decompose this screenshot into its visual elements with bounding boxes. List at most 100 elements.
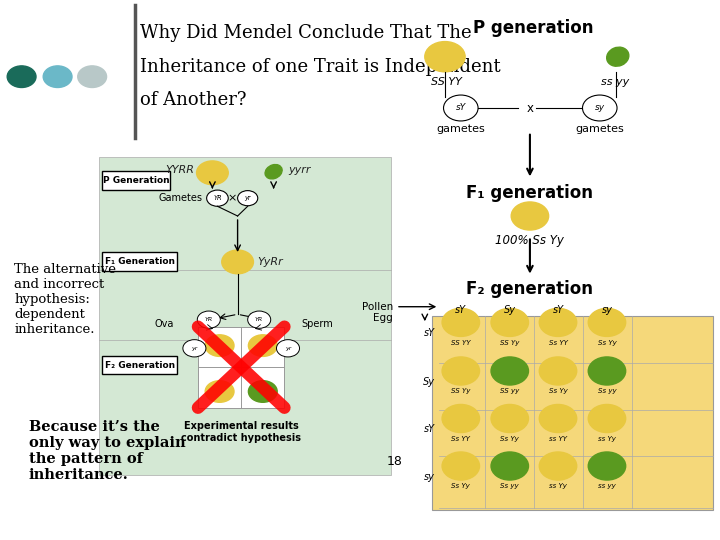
FancyBboxPatch shape [99, 157, 391, 475]
Circle shape [205, 381, 234, 402]
Text: F₁ generation: F₁ generation [467, 184, 593, 201]
Text: gametes: gametes [436, 124, 485, 134]
Text: Inheritance of one Trait is Independent: Inheritance of one Trait is Independent [140, 58, 501, 76]
Text: Why Did Mendel Conclude That The: Why Did Mendel Conclude That The [140, 24, 472, 42]
FancyBboxPatch shape [102, 171, 170, 190]
Circle shape [588, 308, 626, 336]
Text: ss yy: ss yy [601, 77, 630, 87]
Text: gametes: gametes [575, 124, 624, 134]
Circle shape [539, 308, 577, 336]
Text: yr: yr [192, 346, 197, 351]
Text: Ss YY: Ss YY [549, 340, 567, 346]
Text: sY: sY [423, 328, 435, 338]
Circle shape [491, 308, 528, 336]
Text: SS yy: SS yy [500, 388, 519, 394]
Circle shape [539, 357, 577, 385]
Text: ×: × [228, 193, 238, 203]
Circle shape [588, 452, 626, 480]
Ellipse shape [265, 165, 282, 179]
Text: SS YY: SS YY [451, 340, 471, 346]
Text: sY: sY [455, 305, 467, 315]
Text: x: x [526, 102, 534, 114]
Text: ss yy: ss yy [598, 483, 616, 489]
Text: YyRr: YyRr [258, 257, 284, 267]
Circle shape [491, 404, 528, 433]
Circle shape [222, 250, 253, 274]
Text: SS Yy: SS Yy [500, 340, 519, 346]
Text: of Another?: of Another? [140, 91, 247, 109]
Circle shape [442, 452, 480, 480]
FancyBboxPatch shape [198, 327, 284, 408]
Text: SS YY: SS YY [431, 77, 462, 87]
Text: Ova: Ova [155, 319, 174, 329]
Text: YR: YR [204, 317, 213, 322]
Circle shape [491, 357, 528, 385]
Circle shape [442, 357, 480, 385]
Text: Ss yy: Ss yy [598, 388, 616, 394]
Text: sY: sY [423, 424, 435, 434]
Text: yr: yr [244, 195, 251, 201]
Circle shape [248, 335, 277, 356]
Circle shape [582, 95, 617, 121]
Text: ss Yy: ss Yy [598, 436, 616, 442]
Circle shape [511, 202, 549, 230]
Circle shape [197, 311, 220, 328]
Text: Sy: Sy [504, 305, 516, 315]
Text: F₁ Generation: F₁ Generation [104, 257, 175, 266]
Text: Pollen: Pollen [362, 302, 393, 312]
Circle shape [248, 311, 271, 328]
Circle shape [444, 95, 478, 121]
Text: YR: YR [213, 195, 222, 201]
Circle shape [425, 42, 465, 72]
Circle shape [238, 191, 258, 206]
Text: Ss Yy: Ss Yy [598, 340, 616, 346]
Circle shape [539, 404, 577, 433]
Text: ss YY: ss YY [549, 436, 567, 442]
Circle shape [442, 308, 480, 336]
Circle shape [205, 335, 234, 356]
Text: P generation: P generation [472, 19, 593, 37]
Circle shape [248, 381, 277, 402]
Text: yr: yr [285, 346, 291, 351]
Circle shape [588, 404, 626, 433]
Text: sY: sY [456, 104, 466, 112]
Text: Sperm: Sperm [301, 319, 333, 329]
Text: ss Yy: ss Yy [549, 483, 567, 489]
Circle shape [78, 66, 107, 87]
Circle shape [43, 66, 72, 87]
Text: The alternative
and incorrect
hypothesis:
dependent
inheritance.: The alternative and incorrect hypothesis… [14, 263, 117, 336]
Text: Ss Yy: Ss Yy [451, 483, 470, 489]
Text: YR: YR [255, 317, 264, 322]
Text: F₂ Generation: F₂ Generation [104, 361, 175, 369]
Text: Because it’s the
only way to explain
the pattern of
inheritance.: Because it’s the only way to explain the… [29, 420, 186, 482]
Text: F₂ generation: F₂ generation [467, 280, 593, 298]
Text: Ss Yy: Ss Yy [500, 436, 519, 442]
Text: Egg: Egg [374, 313, 393, 322]
Text: Ss Yy: Ss Yy [549, 388, 567, 394]
Text: yyrr: yyrr [288, 165, 310, 175]
Text: Sy: Sy [423, 377, 435, 387]
Ellipse shape [607, 47, 629, 66]
Circle shape [442, 404, 480, 433]
Text: 100% Ss Yy: 100% Ss Yy [495, 234, 564, 247]
Text: Experimental results
contradict hypothesis: Experimental results contradict hypothes… [181, 421, 301, 443]
Circle shape [491, 452, 528, 480]
Circle shape [207, 190, 228, 206]
Circle shape [197, 161, 228, 185]
FancyBboxPatch shape [432, 316, 713, 510]
Text: Ss YY: Ss YY [451, 436, 470, 442]
Circle shape [588, 357, 626, 385]
FancyBboxPatch shape [102, 356, 177, 374]
Text: SS Yy: SS Yy [451, 388, 470, 394]
Text: 18: 18 [387, 455, 402, 468]
Text: sy: sy [601, 305, 613, 315]
Circle shape [276, 340, 300, 357]
Text: sy: sy [423, 472, 435, 482]
Text: YYRR: YYRR [166, 165, 194, 175]
Circle shape [7, 66, 36, 87]
Circle shape [539, 452, 577, 480]
Text: Gametes: Gametes [158, 193, 202, 203]
Text: P Generation: P Generation [103, 176, 169, 185]
FancyBboxPatch shape [102, 252, 177, 271]
Text: sy: sy [595, 104, 605, 112]
